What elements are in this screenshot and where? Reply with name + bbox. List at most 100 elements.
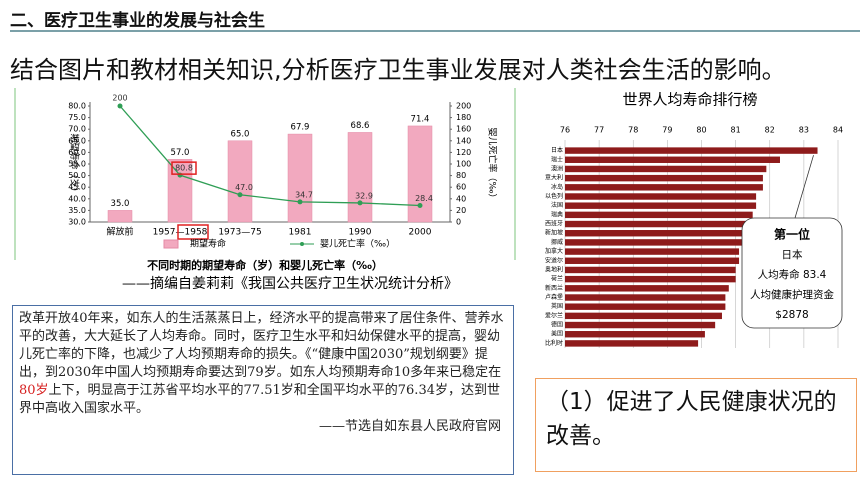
y2-tick-label: 0	[456, 218, 461, 227]
y-tick-label: 冰岛	[551, 183, 563, 191]
data-label: 71.4	[411, 114, 430, 124]
callout-text: 人均寿命 83.4	[758, 268, 827, 281]
line-point	[417, 203, 423, 209]
bar	[565, 184, 763, 191]
passage-box: 改革开放40年来，如东人的生活蒸蒸日上，经济水平的提高带来了居住条件、营养水平的…	[12, 305, 514, 475]
passage-text: 改革开放40年来，如东人的生活蒸蒸日上，经济水平的提高带来了居住条件、营养水平的…	[19, 311, 504, 380]
y-tick-label: 以色列	[545, 192, 563, 200]
bar	[565, 321, 716, 329]
y-tick-label: 卢森堡	[545, 293, 563, 301]
bar	[565, 248, 740, 255]
y-tick-label: 法国	[551, 201, 563, 209]
x-tick-label: 81	[731, 126, 741, 135]
y2-tick-label: 180	[456, 113, 471, 122]
y-tick-label: 爱尔兰	[545, 311, 563, 319]
bar	[565, 331, 705, 338]
legend-swatch	[163, 239, 179, 249]
data-label: 28.4	[415, 194, 433, 203]
y2-tick-label: 80	[456, 171, 466, 180]
data-label: 80.8	[175, 164, 193, 173]
x-tick-label: 2000	[409, 228, 432, 238]
y-tick-label: 挪威	[551, 238, 563, 246]
y-tick-label: 日本	[551, 146, 563, 154]
x-tick-label: 79	[662, 126, 672, 135]
y-tick-label: 澳洲	[551, 164, 563, 172]
x-tick-label: 77	[594, 126, 604, 135]
y-tick-label: 35.0	[68, 206, 86, 215]
y-tick-label: 新西兰	[545, 284, 563, 292]
passage-highlight: 80岁	[19, 383, 49, 398]
y-tick-label: 加拿大	[545, 247, 563, 255]
bar	[565, 156, 780, 163]
y2-tick-label: 200	[456, 102, 471, 111]
line	[119, 105, 421, 207]
y2-axis-label: 婴儿死亡率（‰）	[487, 127, 499, 202]
bar	[565, 202, 757, 209]
data-label: 67.9	[291, 123, 310, 133]
callout	[741, 217, 843, 329]
y2-tick-label: 60	[456, 183, 466, 192]
bar	[565, 193, 757, 200]
bar	[227, 140, 253, 223]
y-tick-label: 美国	[551, 330, 563, 338]
legend-label: 期望寿命	[190, 238, 226, 250]
x-tick-label: 83	[799, 126, 809, 135]
y2-tick-label: 100	[456, 160, 471, 169]
chart-title: 世界人均寿命排行榜	[622, 91, 757, 109]
y2-tick-label: 140	[456, 136, 471, 145]
y-tick-label: 65.0	[68, 136, 86, 145]
y-tick-label: 50.0	[68, 171, 86, 180]
bar	[565, 211, 753, 219]
highlight-box	[171, 161, 197, 175]
bar	[565, 220, 753, 228]
y2-tick-label: 20	[456, 206, 466, 215]
bar	[287, 133, 313, 223]
header-title: 二、医疗卫生事业的发展与社会生	[10, 11, 265, 31]
line-point	[357, 200, 363, 206]
combo-chart: 不同时期的期望寿命（岁）和婴儿死亡率（‰） ——摘编自姜莉莉《我国公共医疗卫生状…	[14, 88, 516, 292]
bar	[565, 174, 763, 182]
passage-source: ——节选自如东县人民政府官网	[318, 419, 501, 434]
bar	[565, 230, 753, 237]
data-label: 57.0	[171, 148, 190, 158]
y-tick-label: 德国	[551, 321, 563, 329]
x-tick-label: 82	[765, 126, 775, 135]
y2-tick-label: 120	[456, 148, 471, 157]
y-tick-label: 奥地利	[545, 265, 563, 273]
x-tick-label: 80	[696, 126, 706, 135]
data-label: 65.0	[231, 129, 250, 139]
chart-caption: 不同时期的期望寿命（岁）和婴儿死亡率（‰）	[147, 258, 383, 272]
data-label: 32.9	[355, 191, 373, 200]
data-label: 68.6	[351, 121, 370, 131]
y-tick-label: 55.0	[68, 160, 86, 169]
y-tick-label: 60.0	[68, 148, 86, 157]
bar	[107, 210, 133, 223]
y-tick-label: 安道尔	[545, 256, 563, 264]
y-tick-label: 30.0	[68, 218, 86, 227]
x-tick-label: 1990	[349, 228, 372, 238]
y2-tick-label: 160	[456, 125, 471, 134]
y-tick-label: 瑞士	[551, 155, 563, 163]
bar	[565, 294, 726, 301]
y-tick-label: 英国	[551, 302, 563, 310]
bar	[565, 239, 743, 246]
y-tick-label: 比利时	[545, 339, 563, 347]
legend-label: 婴儿死亡率（‰）	[320, 238, 395, 250]
bar	[347, 132, 373, 223]
x-tick-label: 1981	[289, 228, 312, 238]
x-tick-label: 解放前	[106, 226, 133, 238]
y-tick-label: 40.0	[68, 194, 86, 203]
answer-text: （1）促进了人民健康状况的改善。	[546, 389, 837, 449]
chart-source: ——摘编自姜莉莉《我国公共医疗卫生状况统计分析》	[122, 275, 458, 292]
line-point	[297, 199, 303, 205]
x-tick-label: 76	[560, 126, 570, 135]
y-tick-label: 新加坡	[545, 229, 563, 237]
line-point	[237, 192, 243, 198]
data-label: 34.7	[295, 190, 313, 199]
bar	[565, 147, 818, 154]
x-tick-label: 1957—1958	[153, 228, 208, 238]
question: 结合图片和教材相关知识,分析医疗卫生事业发展对人类社会生活的影响。	[10, 56, 786, 84]
y-tick-label: 80.0	[68, 102, 86, 111]
y2-tick-label: 40	[456, 194, 466, 203]
